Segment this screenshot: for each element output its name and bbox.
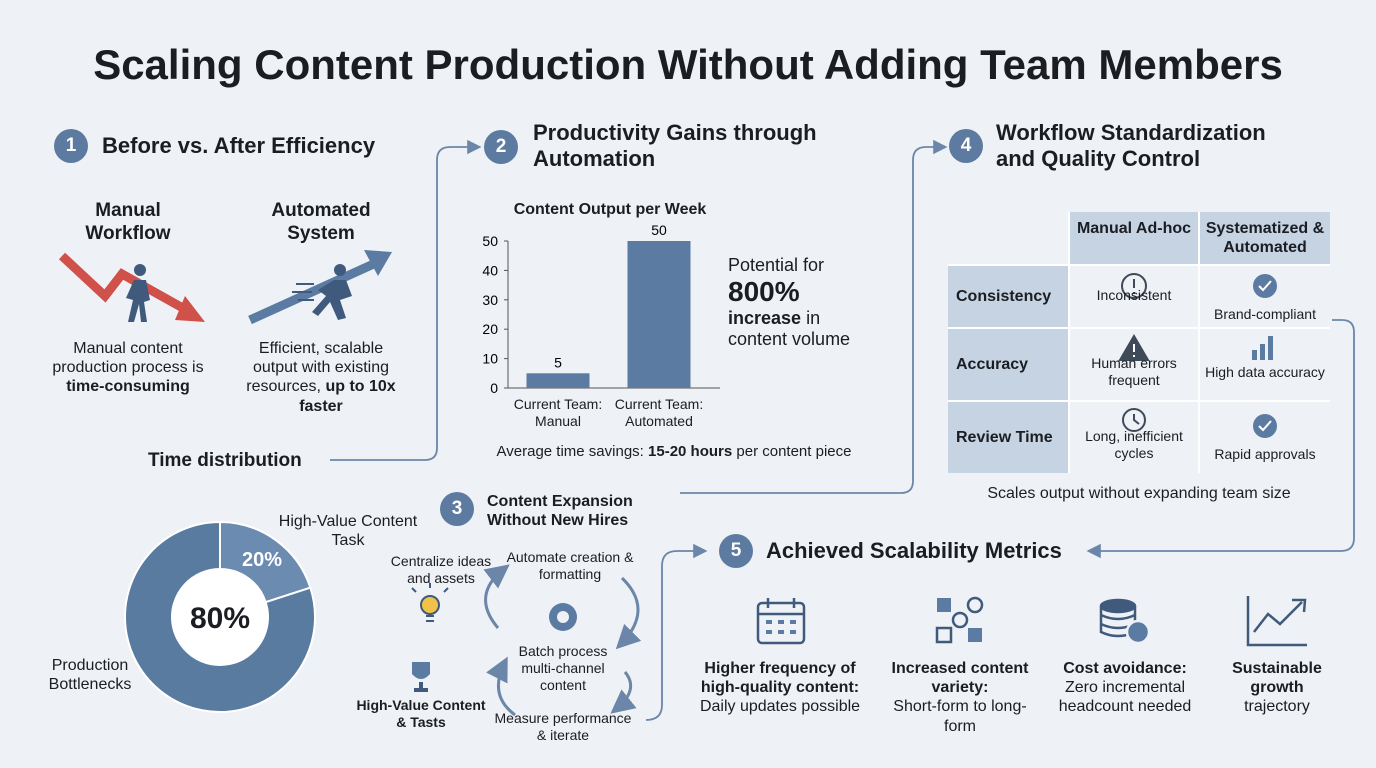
cycle-goal: High-Value Content & Tasts — [356, 697, 486, 730]
metric-title: Higher frequency of high-quality content… — [700, 660, 860, 697]
callout-suffix: in content volume — [728, 307, 851, 349]
metric-title: Sustainable growth — [1232, 660, 1322, 697]
callout: Potential for 800% increase in content v… — [728, 255, 878, 349]
metric-icons — [756, 596, 1307, 647]
section-heading: Content Expansion Without New Hires — [487, 493, 633, 530]
value-label: 5 — [554, 354, 562, 370]
step-number: 5 — [719, 534, 753, 568]
savings-note: Average time savings: 15-20 hours per co… — [497, 443, 852, 461]
metric: Sustainable growth trajectory — [1217, 659, 1337, 717]
cell: Rapid approvals — [1214, 446, 1316, 462]
y-tick-label: 20 — [482, 321, 498, 337]
value-label: 50 — [651, 222, 667, 238]
cycle-arrows — [483, 564, 642, 717]
text: Average time savings: — [496, 443, 644, 460]
cycle-step: Centralize ideas and assets — [390, 553, 492, 586]
metric-text: Zero incremental headcount needed — [1058, 679, 1192, 716]
description: Manual content production process is tim… — [43, 339, 213, 397]
metric-title: Cost avoidance: — [1063, 660, 1187, 677]
cycle-step: Batch process multi-channel content — [518, 643, 608, 693]
cycle-step: Measure performance & iterate — [494, 710, 632, 743]
bar — [627, 241, 691, 388]
x-tick-label: Current Team: Manual — [513, 396, 603, 429]
emphasis: 15-20 hours — [648, 443, 733, 460]
callout-prefix: Potential for — [728, 255, 825, 275]
callout-emphasis: increase — [728, 307, 802, 328]
metric-text: Daily updates possible — [699, 698, 861, 716]
x-tick-label: Current Team: Automated — [614, 396, 704, 429]
cell: Brand-compliant — [1214, 306, 1316, 322]
y-tick-label: 10 — [482, 351, 498, 367]
metric: Increased content variety: Short-form to … — [885, 659, 1035, 736]
emphasis: up to 10x faster — [299, 378, 396, 415]
y-tick-label: 40 — [482, 262, 498, 278]
column-label: Manual Workflow — [85, 200, 171, 244]
table-footer: Scales output without expanding team siz… — [987, 485, 1291, 502]
description: Efficient, scalable output with existing… — [241, 339, 401, 416]
row-label: Accuracy — [956, 355, 1029, 373]
row-label: Review Time — [956, 428, 1053, 446]
trophy-icon — [412, 662, 430, 692]
donut-slice — [124, 520, 316, 713]
y-tick-label: 30 — [482, 292, 498, 308]
column-label: Automated System — [271, 200, 371, 244]
donut-value-label: 20% — [242, 549, 282, 571]
column-header: Systematized & Automated — [1205, 220, 1325, 257]
row-label: Consistency — [956, 287, 1052, 305]
manual-icon — [58, 252, 205, 322]
section-heading: Workflow Standardization and Quality Con… — [996, 120, 1266, 172]
y-tick-label: 0 — [490, 380, 498, 396]
cycle-step: Automate creation & formatting — [506, 549, 634, 582]
bar — [526, 373, 590, 388]
section-heading: Before vs. After Efficiency — [102, 133, 376, 158]
metric: Cost avoidance: Zero incremental headcoun… — [1050, 659, 1200, 717]
table-frame — [948, 212, 1330, 473]
donut-value-label: 80% — [190, 602, 250, 635]
automated-icon — [248, 250, 392, 325]
donut-hole — [173, 570, 267, 664]
step-number: 4 — [949, 129, 983, 163]
y-tick-label: 50 — [482, 233, 498, 249]
section-heading: Achieved Scalability Metrics — [766, 538, 1062, 563]
donut-category: Production Bottlenecks — [48, 657, 132, 694]
emphasis: time-consuming — [66, 378, 190, 396]
section-heading: Productivity Gains through Automation — [533, 120, 817, 172]
text: Efficient, scalable output with existing… — [246, 340, 390, 396]
metric-text: trajectory — [1244, 698, 1310, 716]
cell: Long, inefficient cycles — [1085, 428, 1183, 461]
metric-text: Short-form to long-form — [893, 698, 1027, 735]
step-number: 3 — [440, 492, 474, 526]
bulb-icon — [411, 583, 449, 622]
gear-icon — [549, 603, 577, 631]
cell: Inconsistent — [1096, 287, 1172, 303]
cell: Human errors frequent — [1091, 355, 1177, 388]
column-header: Manual Ad-hoc — [1076, 220, 1192, 237]
donut-category: High-Value Content Task — [278, 513, 418, 550]
text: Manual content production process is — [52, 340, 204, 377]
connectors — [330, 139, 1355, 721]
table-icons — [1118, 273, 1277, 438]
page-title: Scaling Content Production Without Addin… — [93, 41, 1283, 88]
callout-value: 800% — [728, 275, 800, 307]
metric-title: Increased content variety: — [891, 660, 1029, 697]
metric: Higher frequency of high-quality content… — [695, 659, 865, 717]
chart-title: Content Output per Week — [513, 201, 707, 218]
step-number: 2 — [484, 130, 518, 164]
text: per content piece — [736, 443, 852, 460]
cell: High data accuracy — [1205, 364, 1325, 380]
donut-heading: Time distribution — [148, 450, 302, 471]
step-number: 1 — [54, 129, 88, 163]
